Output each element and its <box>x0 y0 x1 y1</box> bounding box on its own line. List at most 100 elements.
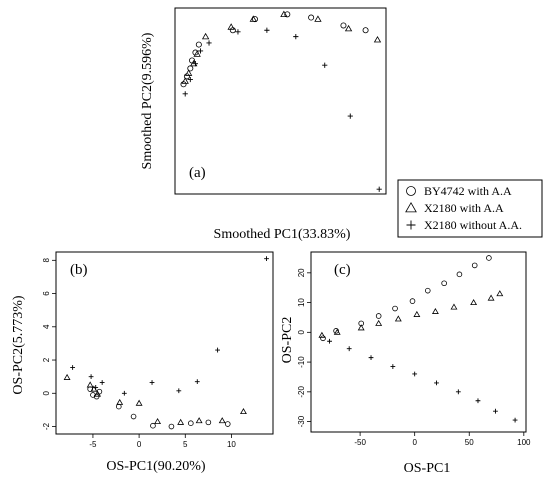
x-axis-label-a: Smoothed PC1(33.83%) <box>214 227 351 242</box>
point-triangle <box>154 417 162 425</box>
plot-frame-c <box>310 251 527 433</box>
point-circle <box>195 41 202 48</box>
panel-label-a: (a) <box>189 165 206 181</box>
y-tick-label: -20 <box>297 386 306 398</box>
point-triangle <box>344 24 353 32</box>
ticks-c: -50 0 50 100 -30 -20 -10 0 10 20 <box>297 268 531 447</box>
legend-plus-icon <box>406 220 416 230</box>
y-tick-label: 0 <box>297 330 306 335</box>
x-axis-label-c: OS-PC1 <box>404 461 451 476</box>
panel-c: -50 0 50 100 -30 -20 -10 0 10 20 (c) OS-PC1 OS-PC… <box>280 251 531 476</box>
x-axis-label-b: OS-PC1(90.20%) <box>106 459 206 474</box>
point-plus <box>264 256 269 262</box>
marks-c <box>318 255 518 423</box>
point-circle <box>320 335 326 342</box>
point-plus <box>99 380 105 385</box>
point-circle <box>340 22 347 29</box>
panel-label-b: (b) <box>70 262 88 278</box>
point-triangle <box>181 77 189 84</box>
x-tick-label: 0 <box>412 438 417 447</box>
point-circle <box>471 262 478 269</box>
point-plus <box>434 380 439 386</box>
point-circle <box>115 403 122 410</box>
point-triangle <box>373 35 382 43</box>
y-tick-label: 6 <box>42 291 51 296</box>
point-triangle <box>280 10 288 18</box>
y-tick-label: 20 <box>297 268 306 277</box>
point-triangle <box>450 303 458 310</box>
point-triangle <box>227 23 235 30</box>
point-circle <box>392 305 398 312</box>
point-triangle <box>318 331 326 338</box>
y-tick-label: -30 <box>297 415 306 427</box>
point-circle <box>308 14 315 21</box>
point-circle <box>168 423 175 430</box>
y-tick-label: -2 <box>42 422 51 430</box>
point-plus <box>149 380 155 385</box>
point-circle <box>188 420 194 426</box>
point-plus <box>264 27 270 33</box>
point-plus <box>182 91 188 97</box>
point-plus <box>368 355 374 361</box>
point-triangle <box>413 310 421 317</box>
point-triangle <box>184 69 193 76</box>
y-axis-label-a: Smoothed PC2(9.596%) <box>140 32 155 169</box>
legend-triangle-icon <box>405 202 417 213</box>
point-plus <box>412 371 418 377</box>
point-triangle <box>90 385 98 392</box>
point-plus <box>176 388 182 394</box>
point-triangle <box>375 319 383 326</box>
y-tick-label: 0 <box>42 391 51 396</box>
point-plus <box>235 29 241 35</box>
point-circle <box>229 27 236 34</box>
x-tick-label: 0 <box>137 440 142 449</box>
x-tick-label: -50 <box>354 438 366 447</box>
point-triangle <box>218 417 226 424</box>
point-triangle <box>193 50 201 57</box>
point-triangle <box>314 15 322 22</box>
point-plus <box>390 364 396 369</box>
point-plus <box>88 374 94 380</box>
point-plus <box>475 398 481 404</box>
point-plus <box>493 408 498 414</box>
point-circle <box>456 271 463 278</box>
point-triangle <box>94 390 102 397</box>
y-tick-label: 2 <box>42 357 51 362</box>
point-circle <box>130 413 137 420</box>
point-triangle <box>333 328 341 335</box>
x-tick-label: 50 <box>465 438 474 447</box>
legend-box <box>397 179 543 238</box>
point-circle <box>333 328 339 334</box>
point-plus <box>455 389 461 395</box>
point-circle <box>409 298 416 304</box>
marks-b <box>63 256 269 430</box>
point-triangle <box>470 299 478 306</box>
legend: BY4742 with A.A X2180 with A.A X2180 wit… <box>397 179 543 238</box>
point-circle <box>150 422 156 429</box>
panel-b: -5 0 5 10 -2 0 2 4 6 8 (b) OS-PC1(90.20%) OS-PC2(… <box>11 251 274 474</box>
point-plus <box>197 48 204 54</box>
point-plus <box>194 379 200 385</box>
point-plus <box>93 385 99 390</box>
point-triangle <box>135 399 143 406</box>
legend-label-by4742: BY4742 with A.A <box>424 184 512 198</box>
point-triangle <box>249 15 257 22</box>
point-triangle <box>394 315 402 322</box>
legend-circle-icon <box>406 186 416 196</box>
point-triangle <box>195 417 203 424</box>
point-plus <box>215 347 220 353</box>
x-tick-label: 5 <box>183 440 188 449</box>
point-circle <box>205 419 212 426</box>
panel-a: (a) Smoothed PC1(33.83%) Smoothed PC2(9.… <box>140 7 387 242</box>
point-circle <box>375 313 382 319</box>
point-plus <box>376 186 382 192</box>
plot-frame-a <box>174 7 387 195</box>
y-tick-label: -10 <box>297 356 306 368</box>
point-triangle <box>63 373 71 380</box>
point-plus <box>206 40 212 46</box>
point-triangle <box>487 294 495 301</box>
point-plus <box>327 338 332 344</box>
x-tick-label: 100 <box>517 438 531 447</box>
legend-label-x2180-with: X2180 with A.A <box>424 201 504 215</box>
